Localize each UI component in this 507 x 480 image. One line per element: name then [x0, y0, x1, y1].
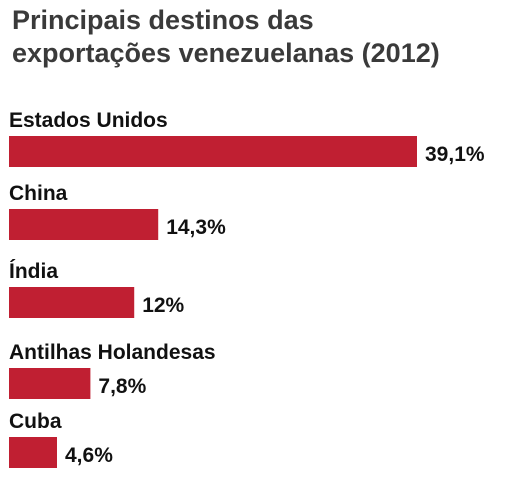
value-label: 7,8%: [98, 375, 146, 398]
chart-title-line-2: exportações venezuelanas (2012): [12, 38, 440, 68]
value-label: 12%: [142, 294, 184, 317]
category-label: Estados Unidos: [9, 109, 168, 132]
bar: [9, 368, 91, 399]
category-label: Antilhas Holandesas: [9, 341, 216, 364]
chart-title-line-1: Principais destinos das: [12, 5, 314, 35]
value-label: 4,6%: [65, 444, 113, 467]
value-label: 14,3%: [166, 216, 226, 239]
category-label: Cuba: [9, 410, 62, 433]
category-label: China: [9, 182, 68, 205]
bar: [9, 287, 135, 318]
bar: [9, 437, 57, 468]
category-label: Índia: [9, 260, 58, 283]
bar: [9, 136, 417, 167]
value-label: 39,1%: [425, 143, 485, 166]
chart-title: Principais destinos das exportações vene…: [12, 4, 502, 70]
bar: [9, 209, 159, 240]
